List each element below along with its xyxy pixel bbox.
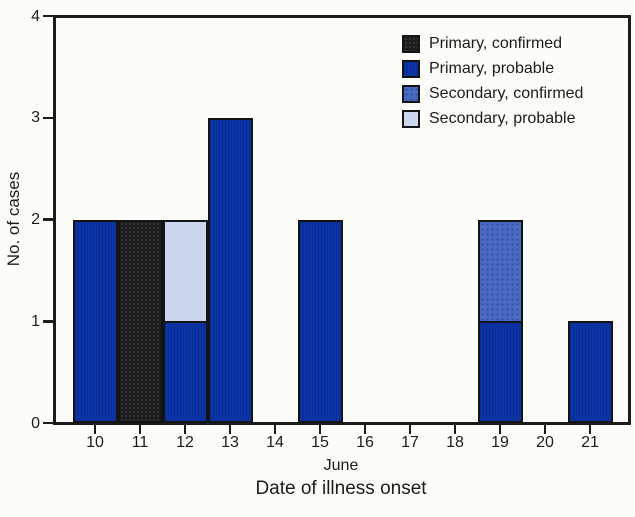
legend-label: Primary, confirmed [429, 34, 563, 52]
bar-segment-june15 [297, 219, 343, 423]
bar-segment-june19 [477, 219, 523, 324]
y-axis-tick-label: 3 [31, 109, 40, 127]
x-axis-tick-label: 18 [446, 434, 464, 451]
y-axis-tick [42, 116, 53, 119]
legend-swatch-icon [402, 109, 420, 128]
bar-segment-june13 [207, 117, 253, 423]
legend-swatch-icon [402, 34, 420, 53]
x-axis-title: Date of illness onset [255, 478, 427, 499]
legend: Primary, confirmed Primary, probable Secon… [402, 31, 583, 131]
bar-segment-june19 [477, 321, 523, 423]
y-axis-tick [42, 421, 53, 425]
x-axis-tick-label: 21 [581, 434, 599, 451]
y-axis-tick [42, 14, 53, 18]
x-axis-tick [93, 424, 97, 434]
x-axis-tick-label: 10 [86, 434, 104, 451]
x-axis-tick [543, 424, 547, 434]
plot-area [52, 14, 631, 425]
x-axis-tick [183, 424, 187, 434]
legend-label: Secondary, confirmed [429, 84, 584, 102]
legend-row: Secondary, confirmed [402, 81, 583, 106]
bar-segment-june12 [162, 219, 208, 324]
x-axis-tick-label: 17 [401, 434, 419, 451]
y-axis-tick-label: 1 [31, 312, 40, 330]
legend-row: Secondary, probable [402, 106, 583, 131]
bar-segment-june21 [567, 321, 613, 423]
x-axis-tick-label: 11 [131, 434, 149, 451]
x-axis-tick [228, 424, 232, 434]
x-axis-month-label: June [323, 457, 359, 474]
x-axis-tick-label: 19 [491, 434, 509, 451]
legend-row: Primary, probable [402, 56, 583, 81]
bar-segment-june10 [72, 219, 118, 423]
legend-label: Primary, probable [429, 59, 555, 77]
x-axis-tick-label: 20 [536, 434, 554, 451]
x-axis-tick [138, 424, 142, 434]
x-axis-tick [363, 424, 367, 434]
x-axis-tick-label: 16 [356, 434, 374, 451]
legend-row: Primary, confirmed [402, 31, 583, 56]
y-axis-tick-label: 2 [31, 211, 40, 228]
legend-swatch-icon [402, 84, 420, 103]
x-axis-tick [273, 424, 277, 434]
x-axis-tick-label: 13 [221, 434, 239, 451]
x-axis-tick [318, 424, 322, 434]
legend-label: Secondary, probable [429, 109, 576, 127]
y-axis-tick [42, 320, 53, 323]
x-axis-tick-label: 12 [176, 434, 194, 451]
y-axis-tick-label: 4 [31, 7, 40, 25]
x-axis-tick [408, 424, 412, 434]
x-axis-tick [588, 424, 592, 434]
legend-swatch-icon [402, 59, 420, 78]
y-axis-tick [42, 218, 53, 221]
x-axis-tick [453, 424, 457, 434]
bar-segment-june12 [162, 321, 208, 423]
x-axis-tick-label: 15 [311, 434, 329, 451]
bar-segment-june11 [117, 219, 163, 423]
x-axis-tick [498, 424, 502, 434]
y-axis-tick-label: 0 [31, 414, 40, 432]
x-axis-tick-label: 14 [266, 434, 284, 451]
